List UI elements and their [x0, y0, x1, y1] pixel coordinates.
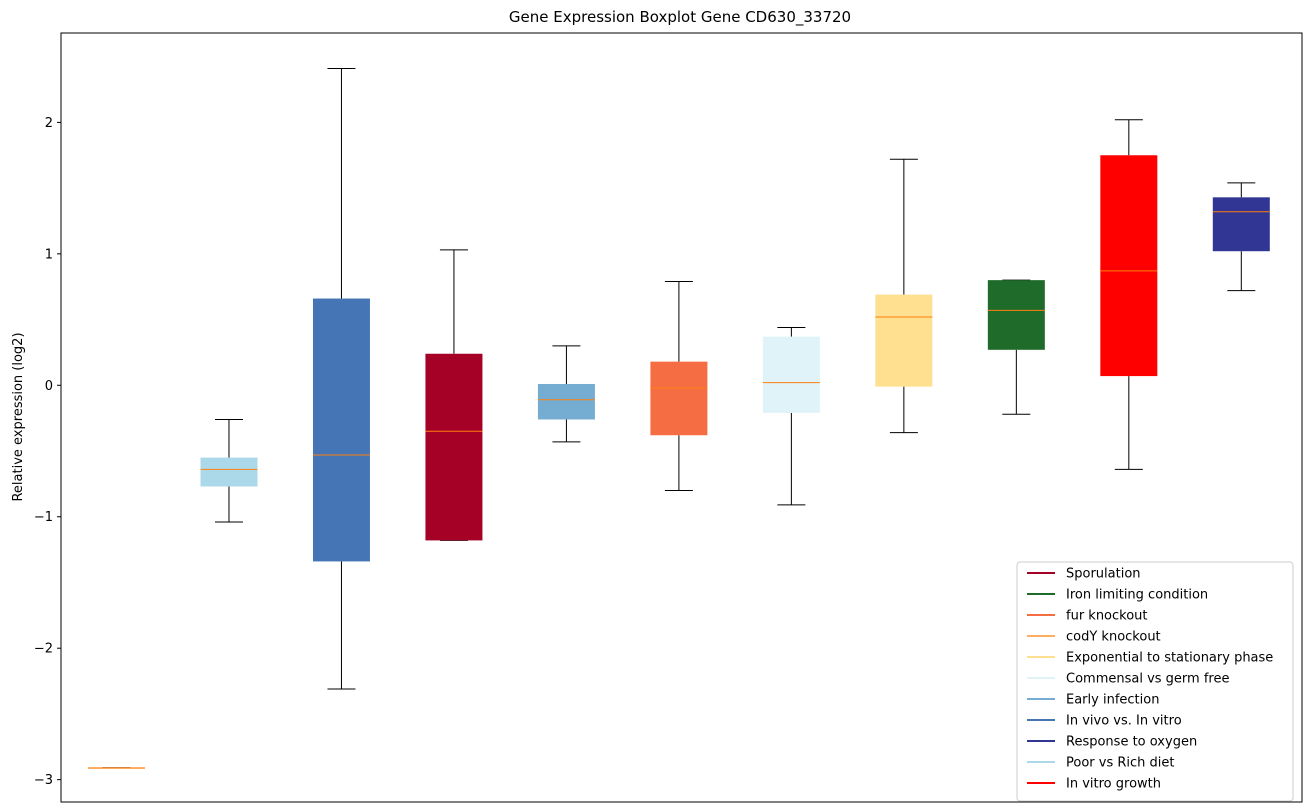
- plot-frame: [60, 32, 1303, 803]
- box-in-vitro-growth: [1100, 119, 1158, 470]
- box-cody-knockout: [88, 767, 145, 769]
- box-body: [200, 457, 258, 487]
- y-tick-label: 1: [45, 247, 53, 262]
- y-axis: −3 −2 −1 0 1 2: [34, 116, 61, 788]
- y-tick-label: −3: [34, 773, 53, 788]
- legend-box: [1016, 561, 1294, 802]
- plot-area: [88, 67, 1270, 769]
- box-response-to-oxygen: [1212, 182, 1270, 292]
- legend-label: Response to oxygen: [1066, 735, 1197, 750]
- legend-label: Poor vs Rich diet: [1066, 756, 1174, 771]
- y-tick-label: 0: [45, 379, 53, 394]
- box-body: [1100, 155, 1158, 377]
- box-poor-vs-rich-diet: [200, 418, 258, 523]
- box-body: [987, 280, 1045, 350]
- y-tick-label: −2: [34, 642, 53, 657]
- box-body: [762, 336, 820, 413]
- chart-title: Gene Expression Boxplot Gene CD630_33720: [509, 8, 851, 27]
- box-sporulation: [425, 249, 483, 541]
- box-body: [1212, 197, 1270, 252]
- y-tick-label: 2: [45, 116, 53, 131]
- legend: Sporulation Iron limiting condition fur kn…: [1016, 561, 1294, 802]
- legend-label: Sporulation: [1066, 567, 1141, 582]
- box-body: [875, 294, 933, 387]
- box-iron-limiting-condition: [987, 279, 1045, 415]
- legend-label: In vivo vs. In vitro: [1066, 714, 1182, 729]
- legend-label: In vitro growth: [1066, 777, 1161, 792]
- box-commensal-vs-germ-free: [762, 326, 820, 506]
- legend-label: fur knockout: [1066, 609, 1148, 624]
- y-tick-label: −1: [34, 510, 53, 525]
- box-early-infection: [537, 345, 595, 443]
- box-body: [312, 298, 370, 562]
- legend-label: Early infection: [1066, 693, 1159, 708]
- box-body: [425, 353, 483, 541]
- box-body: [537, 383, 595, 420]
- box-in-vivo-vs-in-vitro: [312, 67, 370, 690]
- box-exponential-to-stationary-phase: [875, 158, 933, 434]
- y-axis-label: Relative expression (log2): [11, 332, 26, 501]
- box-fur-knockout: [650, 280, 708, 491]
- box-body: [650, 361, 708, 436]
- legend-label: Iron limiting condition: [1066, 588, 1208, 603]
- legend-label: Commensal vs germ free: [1066, 672, 1229, 687]
- legend-label: codY knockout: [1066, 630, 1161, 645]
- legend-label: Exponential to stationary phase: [1066, 651, 1273, 666]
